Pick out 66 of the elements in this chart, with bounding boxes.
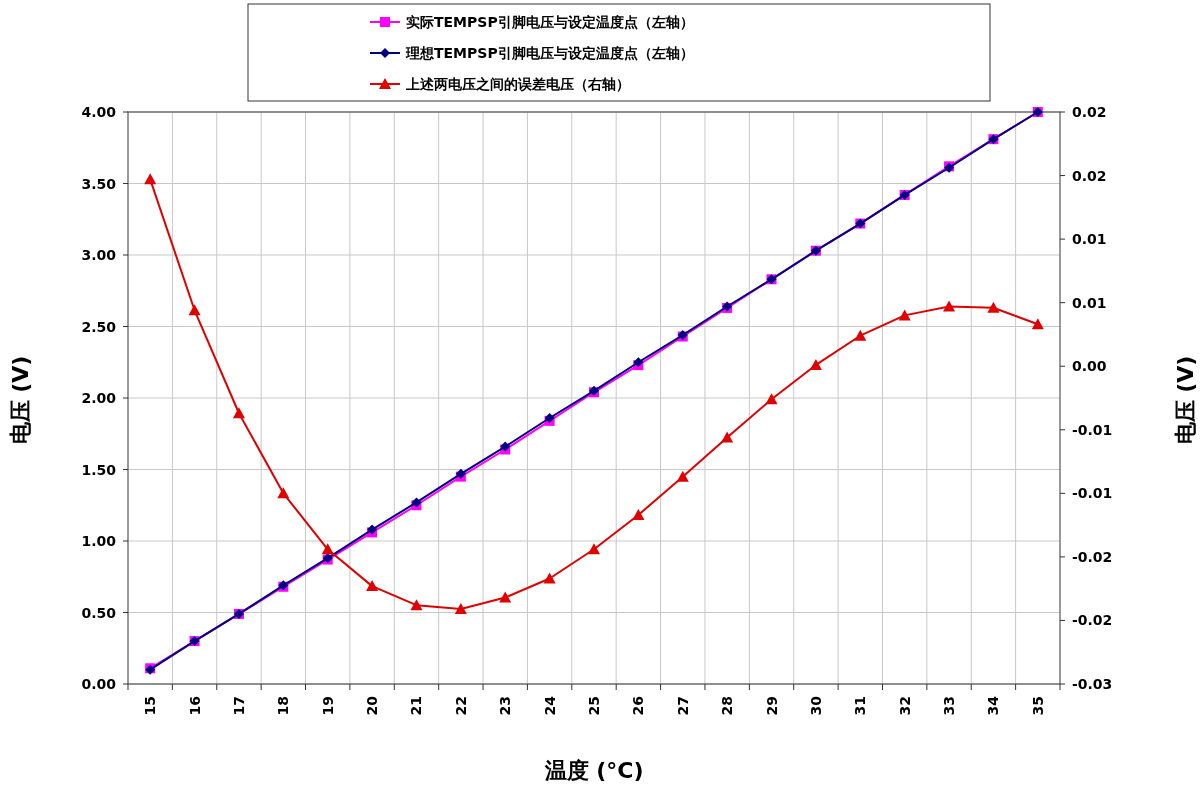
x-tick-label: 19 [319, 696, 336, 716]
x-tick-label: 20 [364, 695, 381, 716]
x-tick-label: 28 [719, 696, 736, 716]
y2-tick-label: 0.02 [1072, 167, 1107, 184]
y-axis-title: 电压 (V) [8, 355, 33, 445]
point [543, 572, 556, 584]
x-tick-label: 33 [941, 696, 958, 716]
y-tick-label: 3.50 [81, 175, 117, 192]
y2-tick-label: -0.02 [1072, 612, 1113, 629]
point [454, 603, 467, 614]
point [987, 301, 1000, 313]
y-tick-label: 1.00 [81, 533, 117, 549]
point [1031, 318, 1044, 330]
point [943, 300, 956, 312]
y2-tick-label: 0.00 [1072, 358, 1107, 375]
point [676, 470, 689, 482]
point [188, 304, 201, 316]
point [232, 407, 245, 419]
point [765, 393, 778, 405]
legend-label: 理想TEMPSP引脚电压与设定温度点（左轴） [405, 45, 694, 61]
legend-label: 实际TEMPSP引脚电压与设定温度点（左轴） [406, 14, 694, 30]
point [854, 329, 867, 341]
y2-tick-label: 0.02 [1072, 104, 1107, 120]
point [321, 543, 334, 555]
y2-tick-label: 0.01 [1072, 231, 1107, 248]
x-tick-label: 22 [452, 696, 469, 716]
y-tick-label: 2.50 [81, 318, 117, 335]
y-tick-label: 1.50 [81, 461, 117, 478]
x-tick-label: 34 [985, 695, 1002, 716]
x-tick-label: 24 [541, 695, 558, 716]
legend-label: 上述两电压之间的误差电压（右轴） [405, 76, 630, 92]
x-tick-label: 30 [807, 695, 824, 716]
point [632, 508, 645, 520]
x-tick-label: 26 [630, 696, 647, 716]
point [499, 591, 512, 603]
y-tick-label: 0.50 [81, 604, 117, 621]
y2-tick-label: -0.02 [1072, 548, 1113, 565]
y2-tick-label: -0.01 [1072, 421, 1113, 438]
y2-tick-label: -0.01 [1072, 485, 1113, 502]
x-axis-title: 温度 (°C) [543, 758, 644, 783]
y-tick-label: 3.00 [81, 247, 117, 263]
point [721, 431, 734, 443]
x-tick-label: 15 [142, 696, 159, 716]
point [410, 599, 423, 611]
y-tick-label: 4.00 [81, 104, 117, 120]
x-tick-label: 27 [674, 696, 691, 716]
point [588, 543, 600, 555]
x-tick-label: 16 [186, 696, 203, 716]
y2-tick-label: 0.01 [1072, 294, 1107, 311]
x-tick-label: 29 [763, 696, 780, 716]
x-tick-label: 25 [586, 696, 602, 716]
y-tick-label: 0.00 [81, 676, 117, 692]
x-tick-label: 21 [408, 696, 425, 716]
point [144, 173, 157, 185]
x-tick-label: 31 [852, 696, 869, 716]
x-tick-label: 17 [230, 696, 247, 716]
x-tick-label: 32 [896, 696, 913, 716]
x-tick-label: 18 [275, 696, 292, 716]
x-tick-label: 35 [1029, 696, 1046, 716]
point [277, 487, 290, 499]
point [898, 309, 911, 321]
point [366, 580, 379, 592]
y2-axis-title: 电压 (V) [1173, 355, 1198, 445]
x-tick-label: 23 [497, 696, 514, 716]
y-tick-label: 2.00 [81, 390, 117, 406]
y2-tick-label: -0.03 [1072, 676, 1113, 692]
